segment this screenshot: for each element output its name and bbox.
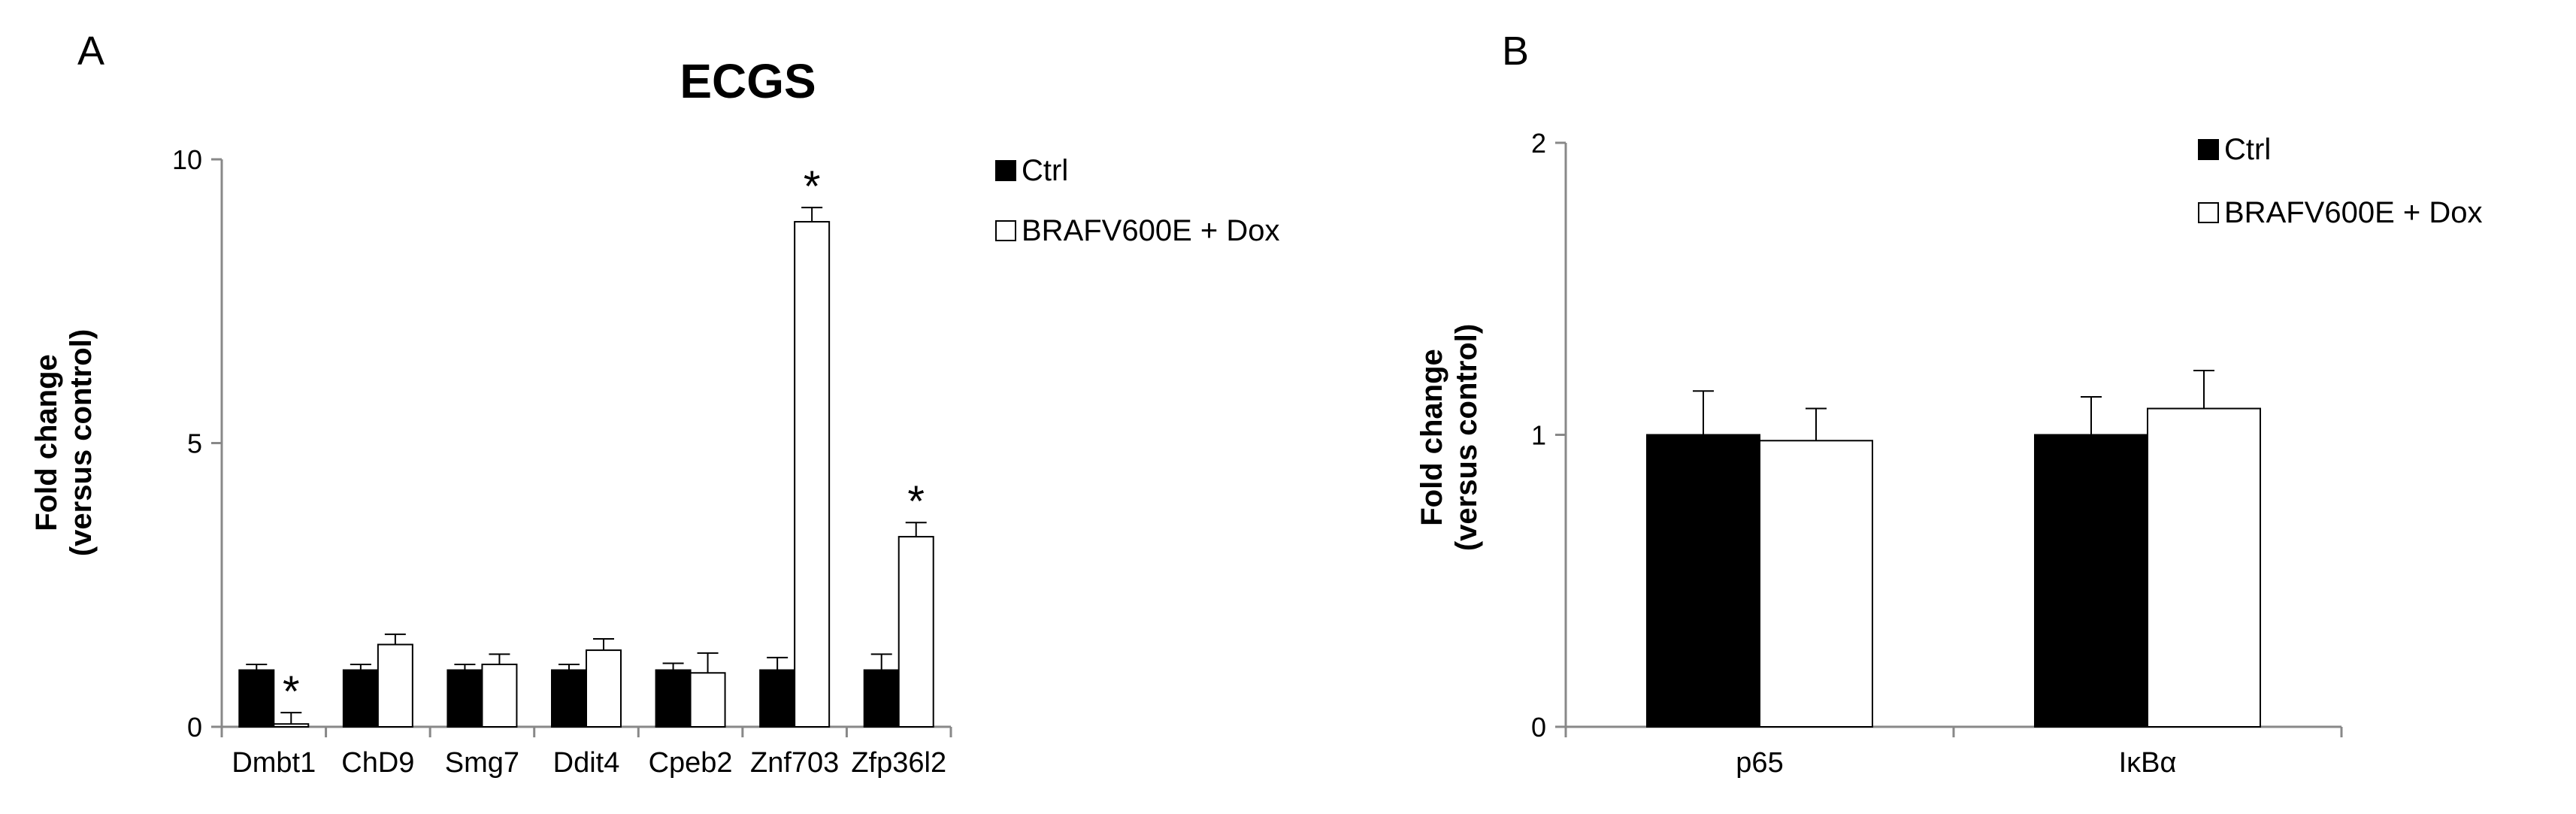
x-tick-label-ddit4: Ddit4 <box>553 747 620 779</box>
legend-entry-ctrl: Ctrl <box>2224 133 2271 166</box>
y-axis-label-line: (versus control) <box>65 329 98 556</box>
y-tick-label: 0 <box>187 712 202 743</box>
legend-entry-ctrl: Ctrl <box>1022 154 1068 187</box>
bar-brafv600e-dox-chd9 <box>377 643 413 728</box>
bar-ctrl-cpeb2 <box>655 669 692 728</box>
y-axis-label: Fold change(versus control) <box>1415 324 1483 551</box>
legend-entry-brafv600e-dox: BRAFV600E + Dox <box>2224 196 2483 229</box>
x-tick-label-cpeb2: Cpeb2 <box>649 747 733 779</box>
panel-b: B Fold change(versus control) 0 1 2 p65 IκBα Ct… <box>1415 29 2483 779</box>
y-tick-label: 5 <box>187 428 202 459</box>
significance-marker-zfp36l2: * <box>907 477 925 526</box>
y-tick-label: 0 <box>1531 712 1546 743</box>
bar-ctrl-i-b <box>2034 434 2148 728</box>
bar-brafv600e-dox-smg7 <box>481 663 518 728</box>
x-tick-label-chd9: ChD9 <box>341 747 414 779</box>
x-tick-label-p65: p65 <box>1736 747 1783 779</box>
bar-ctrl-p65 <box>1646 434 1760 728</box>
bar-ctrl-smg7 <box>446 669 483 728</box>
bar-brafv600e-dox-dmbt1 <box>273 723 310 728</box>
bar-ctrl-chd9 <box>342 669 379 728</box>
y-axis-label-line: Fold change <box>30 354 63 531</box>
y-axis-label-line: Fold change <box>1415 349 1448 526</box>
x-tick-label-dmbt1: Dmbt1 <box>232 747 316 779</box>
y-axis-label: Fold change(versus control) <box>30 329 98 556</box>
x-tick-label-zfp36l2: Zfp36l2 <box>851 747 946 779</box>
legend-swatch-brafv600e-dox <box>995 220 1016 241</box>
panel-letter: A <box>77 29 104 74</box>
y-tick-label: 1 <box>1531 420 1546 451</box>
chart-title: ECGS <box>680 54 816 108</box>
panel-letter: B <box>1502 29 1529 74</box>
panel-a: A ECGS Fold change(versus control) 0 5 10 Dmbt… <box>30 29 1280 779</box>
legend-swatch-ctrl <box>2198 139 2219 160</box>
legend-swatch-ctrl <box>995 160 1016 181</box>
significance-marker-dmbt1: * <box>283 667 300 716</box>
y-axis-label-line: (versus control) <box>1450 324 1483 551</box>
bar-brafv600e-dox-zfp36l2 <box>898 536 934 728</box>
x-tick-label-smg7: Smg7 <box>445 747 519 779</box>
bar-brafv600e-dox-ddit4 <box>586 649 622 728</box>
y-tick-label: 2 <box>1531 128 1546 159</box>
legend-entry-brafv600e-dox: BRAFV600E + Dox <box>1022 214 1280 247</box>
bar-brafv600e-dox-i-b <box>2147 407 2261 728</box>
y-tick-label: 10 <box>172 144 202 175</box>
bar-ctrl-dmbt1 <box>238 669 275 728</box>
x-tick-label-znf703: Znf703 <box>750 747 839 779</box>
bar-brafv600e-dox-znf703 <box>794 221 831 728</box>
bar-ctrl-ddit4 <box>551 669 587 728</box>
legend-swatch-brafv600e-dox <box>2198 202 2219 223</box>
bar-ctrl-zfp36l2 <box>863 669 900 728</box>
bar-ctrl-znf703 <box>759 669 796 728</box>
bar-brafv600e-dox-cpeb2 <box>689 672 726 728</box>
bar-brafv600e-dox-p65 <box>1759 440 1873 728</box>
x-tick-label-i-b: IκBα <box>2119 747 2177 779</box>
significance-marker-znf703: * <box>804 162 821 211</box>
